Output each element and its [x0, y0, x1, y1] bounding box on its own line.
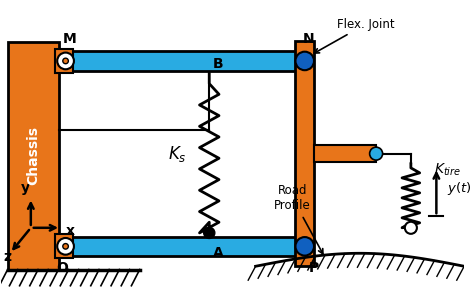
Text: N: N [302, 32, 314, 46]
Circle shape [57, 238, 74, 255]
Text: x: x [65, 224, 74, 238]
Text: M: M [63, 32, 76, 46]
Text: Chassis: Chassis [26, 126, 40, 185]
Text: y: y [21, 181, 29, 195]
Bar [8, 42, 59, 269]
Circle shape [63, 58, 68, 64]
Circle shape [63, 243, 68, 249]
Text: P: P [309, 261, 319, 275]
Text: $K_s$: $K_s$ [167, 144, 186, 164]
Text: O: O [56, 261, 68, 275]
Text: $K_{tire}$: $K_{tire}$ [434, 162, 461, 178]
Bar [55, 49, 73, 73]
Circle shape [204, 227, 215, 238]
Circle shape [370, 147, 383, 160]
Bar [59, 51, 302, 71]
Text: Flex. Joint: Flex. Joint [314, 18, 395, 53]
Circle shape [295, 52, 314, 70]
Text: Road
Profile: Road Profile [274, 184, 323, 254]
Bar [295, 41, 314, 266]
Bar [59, 237, 302, 256]
Text: $y(t)$: $y(t)$ [447, 180, 471, 197]
Bar [314, 145, 376, 162]
Circle shape [295, 237, 314, 256]
Text: B: B [213, 57, 224, 71]
Text: A: A [213, 246, 224, 260]
Circle shape [405, 222, 417, 234]
Circle shape [57, 52, 74, 69]
Bar [55, 234, 73, 258]
Text: z: z [3, 250, 11, 264]
